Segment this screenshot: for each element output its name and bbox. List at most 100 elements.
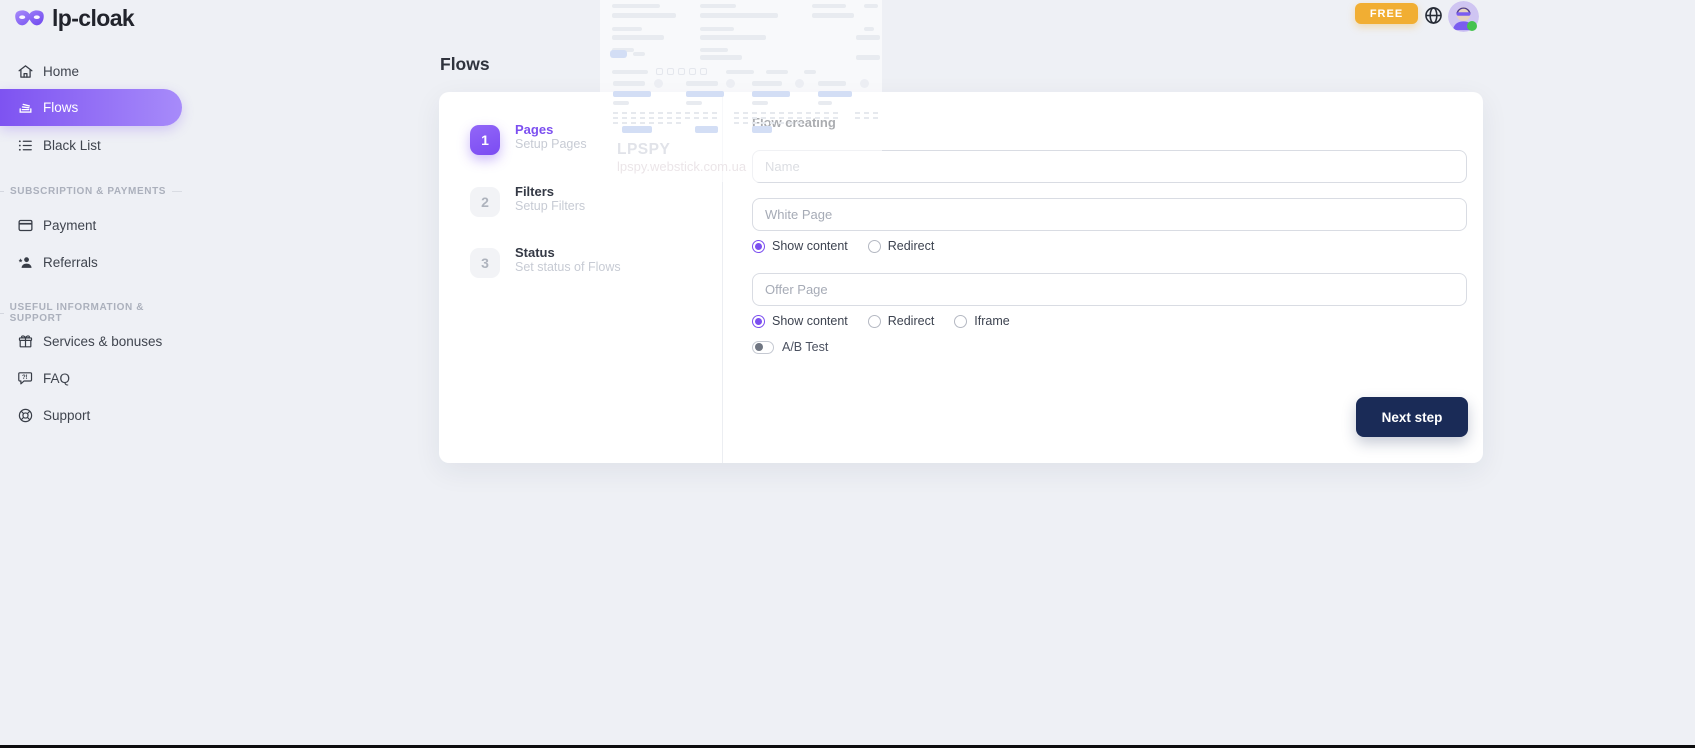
radio-icon [867, 314, 881, 328]
white-page-input[interactable] [752, 198, 1467, 231]
radio-label: Show content [772, 239, 848, 253]
sidebar-item-black-list[interactable]: Black List [0, 132, 182, 158]
sidebar-item-label: FAQ [43, 370, 71, 386]
sidebar-item-payment[interactable]: Payment [0, 212, 182, 238]
plan-badge[interactable]: FREE [1355, 3, 1418, 24]
radio-icon [867, 239, 881, 253]
globe-icon[interactable] [1423, 5, 1444, 26]
sidebar-item-label: Referrals [43, 254, 98, 270]
toggle-knob [754, 342, 763, 351]
step-title-filters: Filters [515, 184, 555, 199]
ghost-shape [856, 55, 880, 60]
referrals-icon [16, 253, 34, 271]
ghost-shape [700, 55, 742, 60]
ghost-shape [812, 13, 854, 18]
ghost-shape [812, 4, 846, 8]
step-indicator-3: 3 [470, 248, 500, 278]
ghost-shape [795, 79, 804, 88]
step-indicator-1: 1 [470, 125, 500, 155]
offer-page-radio-redirect[interactable]: Redirect [867, 314, 935, 328]
svg-text:?!: ?! [21, 375, 27, 381]
sidebar-item-home[interactable]: Home [0, 58, 182, 84]
ghost-shape [864, 27, 874, 31]
step-indicator-2: 2 [470, 187, 500, 217]
flows-icon [16, 99, 34, 117]
sidebar-item-label: Home [43, 63, 80, 79]
ghost-shape [804, 70, 816, 74]
ghost-shape [612, 35, 664, 40]
ghost-shape [700, 48, 728, 52]
ab-test-label: A/B Test [782, 340, 829, 354]
user-avatar[interactable] [1448, 1, 1479, 32]
sidebar-item-label: Black List [43, 137, 101, 153]
home-icon [16, 62, 34, 80]
step-title-status: Status [515, 245, 555, 260]
sidebar-section-subscription: SUBSCRIPTION & PAYMENTS [0, 186, 182, 197]
white-page-radio-redirect[interactable]: Redirect [867, 239, 935, 253]
ghost-shape [654, 79, 663, 88]
radio-icon [954, 314, 968, 328]
sidebar-item-support[interactable]: Support [0, 402, 182, 428]
ghost-shape [667, 68, 674, 75]
ghost-shape [612, 48, 634, 52]
sidebar-item-label: Payment [43, 217, 97, 233]
white-page-radio-show-content[interactable]: Show content [752, 239, 848, 253]
sidebar-item-referrals[interactable]: Referrals [0, 249, 182, 275]
flow-creating-modal: 1 Pages Setup Pages 2 Filters Setup Filt… [439, 92, 1483, 463]
ghost-shape [612, 27, 642, 31]
sidebar-item-flows[interactable]: Flows [0, 89, 182, 126]
sidebar: lp-cloak Home Flows Black List SUBSCRIPT… [0, 0, 185, 748]
offer-page-radio-show-content[interactable]: Show content [752, 314, 848, 328]
ab-test-toggle[interactable] [752, 340, 774, 354]
flow-name-input[interactable] [752, 150, 1467, 183]
radio-label: Redirect [887, 239, 935, 253]
ghost-shape [686, 81, 718, 86]
ghost-shape [752, 81, 782, 86]
radio-label: Iframe [974, 314, 1010, 328]
radio-label: Redirect [887, 314, 935, 328]
ghost-shape [678, 68, 685, 75]
online-status-dot [1467, 21, 1477, 31]
offer-page-radio-iframe[interactable]: Iframe [954, 314, 1010, 328]
ghost-shape [818, 81, 846, 86]
ghost-shape [700, 27, 734, 31]
section-title: USEFUL INFORMATION & SUPPORT [9, 302, 145, 324]
app-logo[interactable]: lp-cloak [14, 5, 135, 32]
blacklist-icon [16, 136, 34, 154]
ghost-shape [700, 35, 766, 40]
ghost-shape [700, 13, 778, 18]
sidebar-item-faq[interactable]: ?! FAQ [0, 365, 182, 391]
ghost-shape [726, 70, 754, 74]
sidebar-section-support: USEFUL INFORMATION & SUPPORT [0, 302, 182, 324]
mask-logo-icon [14, 8, 45, 29]
ghost-shape [633, 52, 645, 56]
ghost-shape [689, 68, 696, 75]
ghost-shape [612, 70, 648, 74]
white-page-mode-options: Show content Redirect [752, 239, 934, 253]
ghost-shape [610, 50, 627, 58]
support-icon [16, 406, 34, 424]
divider [722, 92, 723, 463]
form-title: Flow creating [752, 115, 836, 130]
section-title: SUBSCRIPTION & PAYMENTS [10, 186, 167, 197]
payment-card-icon [16, 216, 34, 234]
page-title: Flows [440, 54, 490, 74]
sidebar-item-services-bonuses[interactable]: Services & bonuses [0, 328, 182, 354]
ghost-shape [700, 68, 707, 75]
sidebar-item-label: Flows [43, 100, 79, 115]
sidebar-item-label: Services & bonuses [43, 333, 163, 349]
ab-test-toggle-row[interactable]: A/B Test [752, 340, 828, 354]
radio-selected-icon [752, 314, 765, 328]
app-title: lp-cloak [52, 5, 135, 31]
ghost-shape [656, 68, 663, 75]
step-title-pages: Pages [515, 122, 554, 137]
offer-page-input[interactable] [752, 273, 1467, 306]
step-subtitle-pages: Setup Pages [515, 137, 587, 151]
screen-bottom-edge [0, 745, 1695, 748]
radio-label: Show content [772, 314, 848, 328]
next-step-button[interactable]: Next step [1356, 397, 1468, 437]
gift-icon [16, 332, 34, 350]
ghost-shape [856, 35, 880, 40]
ghost-shape [864, 4, 878, 8]
